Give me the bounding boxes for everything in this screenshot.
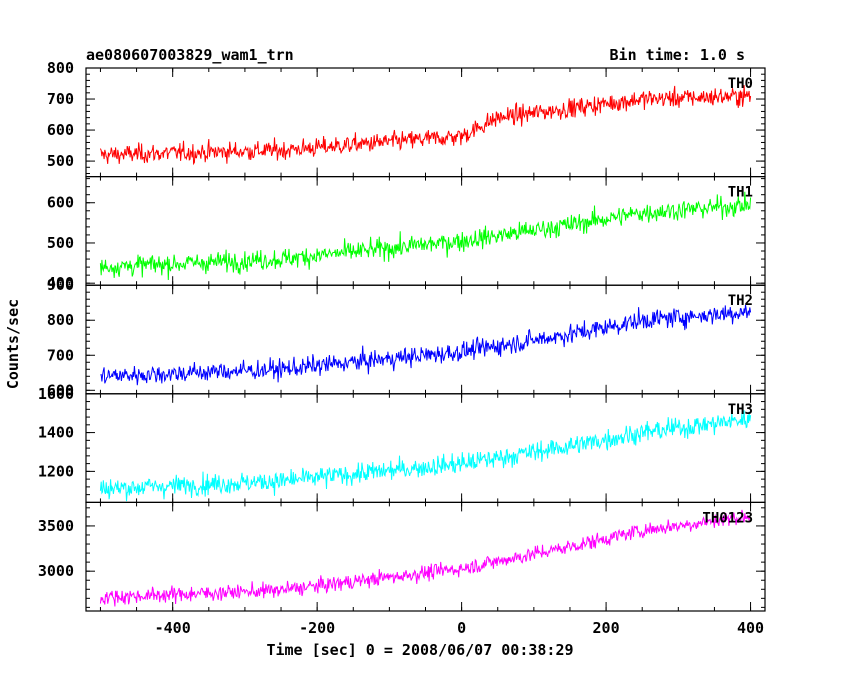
panel-th2: 600 700 800 900 TH2 [47, 276, 766, 399]
y-tick-label: 900 [47, 276, 74, 294]
y-tick-label: 700 [47, 346, 74, 364]
y-tick-label: 400 [47, 274, 74, 292]
y-axis-label: Counts/sec [4, 299, 22, 389]
series-th3-line [99, 410, 752, 502]
bin-time-label: Bin time: 1.0 s [610, 46, 745, 64]
panel-label: TH1 [728, 185, 753, 201]
panel-frame [85, 284, 766, 395]
panel-frame [85, 67, 766, 178]
series-th2-line [100, 304, 752, 386]
x-axis-label: Time [sec] 0 = 2008/06/07 00:38:29 [266, 641, 573, 659]
x-tick-label: 200 [593, 619, 620, 637]
panel-th0123: 3000 3500 TH0123 [38, 501, 766, 612]
y-tick-label: 700 [47, 90, 74, 108]
chart-title: ae080607003829_wam1_trn [86, 46, 294, 64]
panel-label: TH0123 [702, 510, 753, 526]
panel-th0: 500 600 700 800 TH0 [47, 59, 766, 178]
y-tick-label: 800 [47, 59, 74, 77]
panel-th3: 1200 1400 1600 TH3 [38, 385, 766, 503]
panel-frame [85, 501, 766, 612]
y-tick-label: 3000 [38, 562, 74, 580]
panel-th1: 400 500 600 TH1 [47, 176, 766, 292]
y-tick-label: 1400 [38, 424, 74, 442]
y-tick-label: 600 [47, 121, 74, 139]
y-tick-label: 600 [47, 194, 74, 212]
x-tick-label: 0 [457, 619, 466, 637]
panel-label: TH3 [728, 402, 753, 418]
series-th0-line [99, 85, 752, 166]
y-tick-label: 800 [47, 311, 74, 329]
x-tick-label: 400 [737, 619, 764, 637]
y-tick-label: 3500 [38, 517, 74, 535]
x-tick-label: -200 [299, 619, 335, 637]
panel-label: TH0 [728, 76, 753, 92]
y-tick-label: 1200 [38, 462, 74, 480]
y-tick-label: 500 [47, 234, 74, 252]
y-tick-label: 500 [47, 152, 74, 170]
series-th1-line [99, 191, 752, 281]
x-tick-label: -400 [155, 619, 191, 637]
y-tick-label: 600 [47, 381, 74, 399]
y-tick-label: 1600 [38, 385, 74, 403]
panel-frame [85, 393, 766, 503]
panels-group: 500 600 700 800 TH0 400 500 600 TH1 600 700 800 900 T… [38, 59, 766, 637]
panel-label: TH2 [728, 293, 753, 309]
panel-frame [85, 176, 766, 286]
series-th0123-line [99, 509, 751, 607]
